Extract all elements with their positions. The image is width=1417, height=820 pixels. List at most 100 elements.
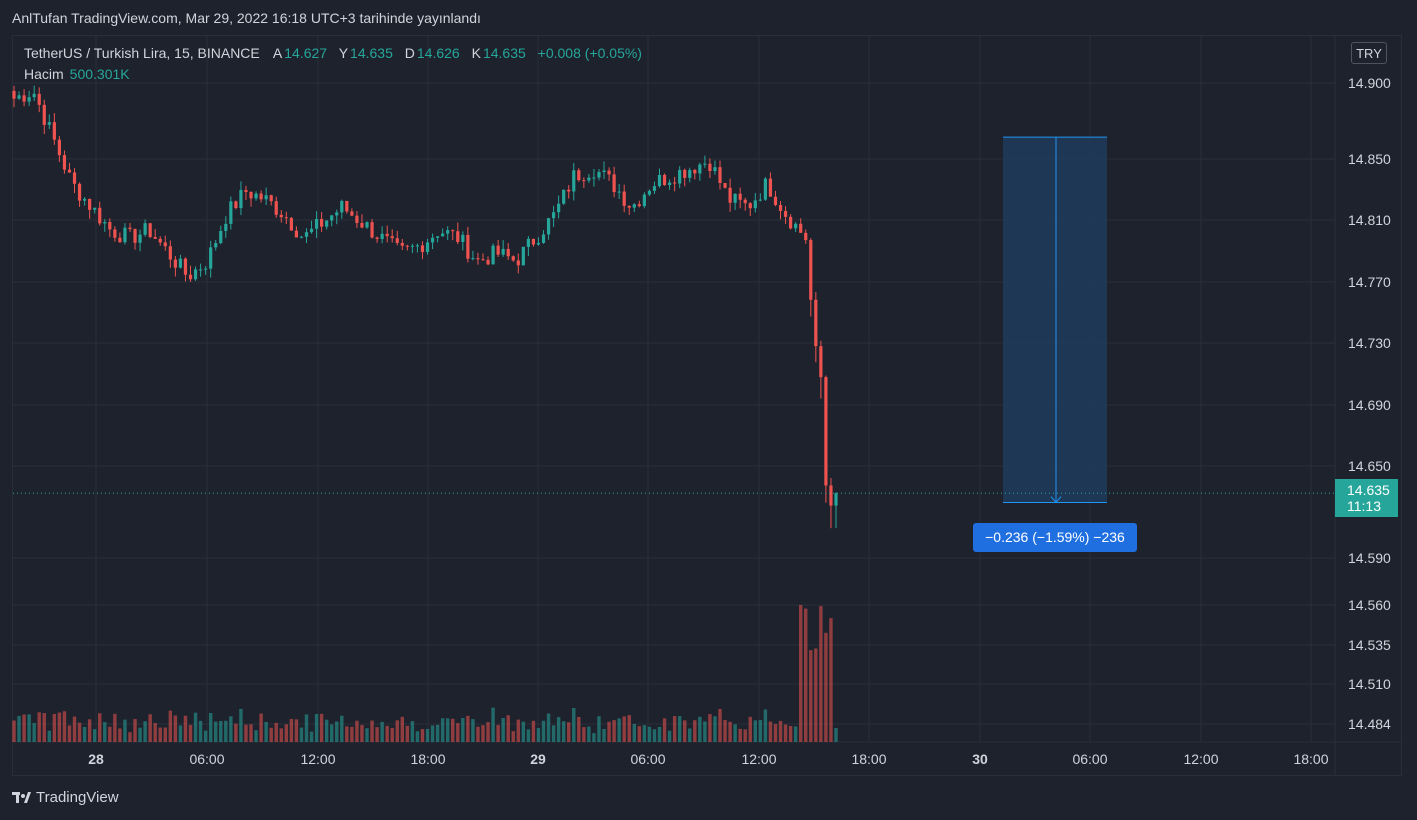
candle-body <box>491 245 495 265</box>
volume-bar <box>350 726 354 742</box>
candle-body <box>809 240 813 300</box>
volume-bar <box>819 606 823 742</box>
candle-body <box>188 274 193 280</box>
price-tick-label: 14.535 <box>1348 637 1391 653</box>
volume-bar <box>612 720 616 742</box>
volume-bar <box>496 724 500 742</box>
volume-bar <box>758 720 763 742</box>
volume-bar <box>798 604 803 742</box>
volume-bar <box>778 720 783 742</box>
candle-body <box>320 218 324 227</box>
volume-bar <box>662 718 667 742</box>
volume-bar <box>546 713 551 742</box>
candle-body <box>340 200 344 213</box>
candle-body <box>234 201 238 209</box>
volume-bar <box>587 726 591 742</box>
volume-bar <box>622 716 626 742</box>
volume-bar <box>642 725 647 742</box>
candle-body <box>370 222 374 238</box>
volume-bar <box>42 713 46 742</box>
volume-bar <box>72 716 77 742</box>
candle-body <box>390 236 394 239</box>
volume-bar <box>486 722 490 742</box>
close-value: 14.635 <box>482 45 526 61</box>
candle-body <box>753 200 757 209</box>
candle-body <box>304 232 309 237</box>
volume-bar <box>627 715 631 742</box>
volume-bar <box>768 721 773 742</box>
candle-body <box>183 258 188 275</box>
candle-body <box>662 174 667 186</box>
candle-body <box>88 198 92 210</box>
candle-body <box>113 229 117 238</box>
volume-bar <box>17 716 21 742</box>
measure-label[interactable]: −0.236 (−1.59%) −236 <box>973 523 1137 552</box>
candle-body <box>274 201 278 215</box>
candle-body <box>587 177 591 181</box>
volume-bar <box>491 707 495 742</box>
candle-body <box>511 256 515 261</box>
volume-bar <box>153 723 157 742</box>
measure-tool <box>1003 136 1107 504</box>
measure-arrow-head <box>1050 496 1062 504</box>
volume-legend: Hacim 500.301K <box>24 66 130 82</box>
candle-body <box>209 247 213 269</box>
candle-body <box>814 299 818 347</box>
volume-bar <box>52 713 57 742</box>
volume-bar <box>118 728 122 742</box>
volume-bar <box>556 717 561 742</box>
measure-box[interactable] <box>1003 137 1107 503</box>
candle-body <box>829 485 833 506</box>
time-tick-label: 06:00 <box>1072 751 1107 767</box>
candle-body <box>673 182 677 184</box>
volume-bar <box>748 716 752 742</box>
candle-body <box>506 248 510 257</box>
volume-bar <box>264 721 268 742</box>
volume-bar <box>77 722 82 742</box>
candle-body <box>42 104 46 125</box>
tradingview-logo-icon <box>12 791 31 803</box>
volume-bar <box>572 707 576 742</box>
volume-bar <box>324 719 329 742</box>
time-tick-label: 18:00 <box>851 751 886 767</box>
volume-bar <box>98 713 102 742</box>
volume-bar <box>355 720 359 742</box>
price-tick-label: 14.650 <box>1348 458 1391 474</box>
volume-bar <box>647 726 652 742</box>
candle-body <box>269 195 273 202</box>
candle-body <box>249 192 253 199</box>
candle-body <box>72 172 77 184</box>
candle-body <box>299 236 304 238</box>
volume-bar <box>108 726 112 742</box>
volume-bar <box>773 724 778 742</box>
candle-body <box>551 212 556 219</box>
volume-bar <box>425 728 430 742</box>
volume-bar <box>435 724 440 742</box>
candle-body <box>365 222 369 228</box>
candle-body <box>733 193 737 203</box>
volume-bar <box>82 726 87 742</box>
volume-bar <box>274 722 278 742</box>
volume-bar <box>551 725 556 742</box>
published-info: AnlTufan TradingView.com, Mar 29, 2022 1… <box>12 10 481 26</box>
currency-badge[interactable]: TRY <box>1351 42 1387 64</box>
candle-body <box>395 238 399 243</box>
tradingview-logo[interactable]: TradingView <box>12 789 119 806</box>
volume-bar <box>12 720 16 742</box>
candle-body <box>521 246 525 266</box>
volume-bar <box>834 728 838 742</box>
volume-bar <box>738 728 742 742</box>
candle-body <box>758 199 762 201</box>
candle-body <box>647 190 652 195</box>
volume-bar <box>67 725 72 742</box>
candle-body <box>713 167 717 172</box>
volume-bar <box>753 720 758 742</box>
volume-bar <box>521 721 526 742</box>
volume-bar <box>299 727 304 742</box>
volume-bar <box>602 728 606 742</box>
change-value: +0.008 (+0.05%) <box>537 45 642 61</box>
volume-bar <box>62 711 67 742</box>
volume-bar <box>728 721 732 742</box>
candle-body <box>819 346 823 378</box>
